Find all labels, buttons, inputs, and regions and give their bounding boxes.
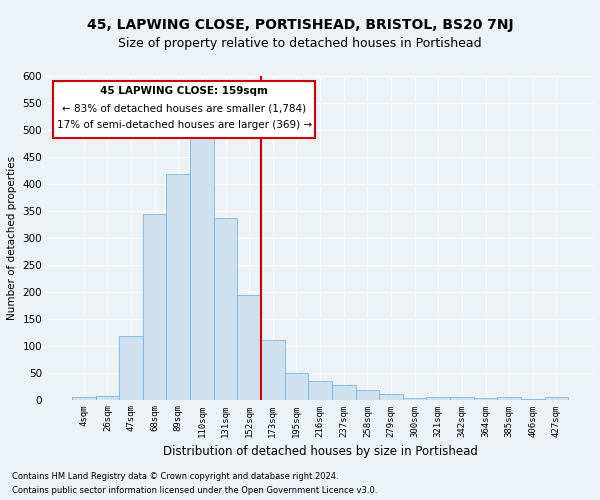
Bar: [545, 398, 568, 400]
Bar: [214, 218, 238, 400]
Bar: [95, 396, 119, 400]
Bar: [356, 390, 379, 400]
Bar: [308, 380, 332, 400]
Text: ← 83% of detached houses are smaller (1,784): ← 83% of detached houses are smaller (1,…: [62, 104, 306, 114]
Text: Size of property relative to detached houses in Portishead: Size of property relative to detached ho…: [118, 38, 482, 51]
Bar: [474, 398, 497, 400]
Bar: [72, 397, 95, 400]
X-axis label: Distribution of detached houses by size in Portishead: Distribution of detached houses by size …: [163, 445, 478, 458]
Bar: [450, 398, 474, 400]
Bar: [238, 296, 261, 400]
Bar: [284, 372, 308, 400]
Y-axis label: Number of detached properties: Number of detached properties: [7, 156, 17, 320]
Bar: [497, 398, 521, 400]
Bar: [379, 394, 403, 400]
Bar: [143, 214, 166, 400]
Bar: [332, 385, 356, 400]
Bar: [119, 336, 143, 400]
Bar: [521, 398, 545, 400]
Bar: [190, 136, 214, 400]
Bar: [427, 397, 450, 400]
Text: 45 LAPWING CLOSE: 159sqm: 45 LAPWING CLOSE: 159sqm: [100, 86, 268, 96]
Text: 45, LAPWING CLOSE, PORTISHEAD, BRISTOL, BS20 7NJ: 45, LAPWING CLOSE, PORTISHEAD, BRISTOL, …: [86, 18, 514, 32]
Text: Contains public sector information licensed under the Open Government Licence v3: Contains public sector information licen…: [12, 486, 377, 495]
Text: 17% of semi-detached houses are larger (369) →: 17% of semi-detached houses are larger (…: [56, 120, 312, 130]
Bar: [261, 340, 284, 400]
Bar: [403, 398, 427, 400]
Bar: [166, 174, 190, 400]
Text: Contains HM Land Registry data © Crown copyright and database right 2024.: Contains HM Land Registry data © Crown c…: [12, 472, 338, 481]
